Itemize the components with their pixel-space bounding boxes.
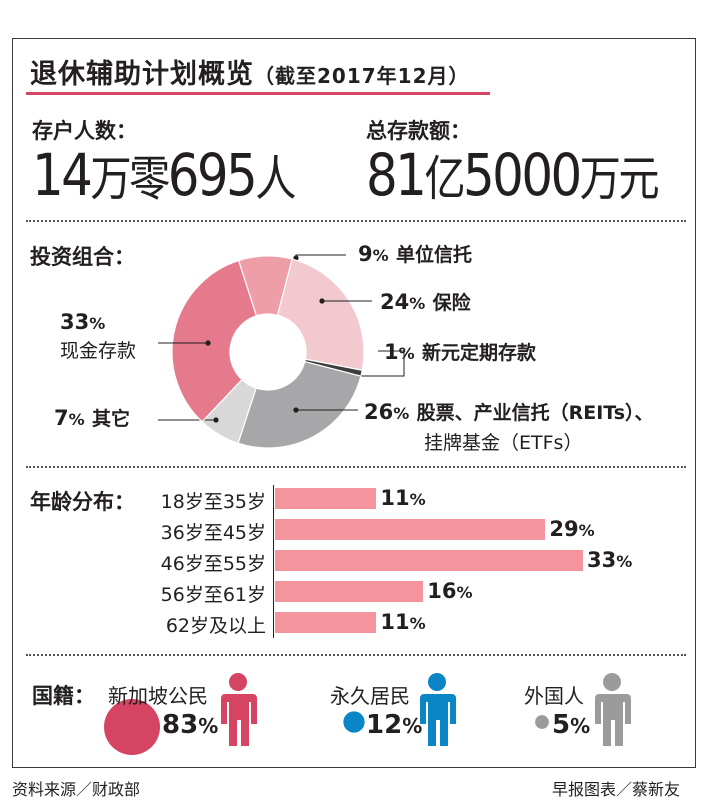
leader-dot-cash [205, 340, 211, 346]
depositors-value: 14万零695人 [32, 141, 297, 209]
title-date: （截至2017年12月） [254, 64, 470, 88]
infographic-frame [12, 38, 696, 768]
nationality-label: 国籍： [32, 684, 95, 708]
label-fixed-deposit: 1% 新元定期存款 [384, 340, 536, 364]
leader-dot-others [213, 417, 219, 423]
credit-note: 早报图表／蔡新友 [552, 780, 681, 799]
divider [26, 220, 686, 222]
nat-label-citizen: 新加坡公民 [108, 684, 208, 708]
label-stocks: 26% 股票、产业信托（REITs）、 [364, 400, 654, 424]
leader-dot-insurance [319, 298, 325, 304]
age-bar-value: 11% [380, 610, 426, 634]
label-insurance: 24% 保险 [380, 290, 471, 314]
nat-value-foreigner: 5% [552, 710, 591, 740]
leader-line-fixed-deposit [354, 350, 405, 377]
nat-label-pr: 永久居民 [330, 684, 410, 708]
age-category-label: 36岁至45岁 [160, 522, 266, 544]
label-unit-trust: 9% 单位信托 [358, 242, 472, 266]
person-icon-pr [420, 673, 456, 746]
label-stocks-line2: 挂牌基金（ETFs） [424, 432, 583, 454]
age-bar-value: 29% [549, 517, 595, 541]
label-cash-pct: 33% [60, 310, 106, 334]
page-title: 退休辅助计划概览（截至2017年12月） [30, 59, 470, 90]
person-icon-foreigner [595, 673, 631, 746]
label-others: 7% 其它 [54, 406, 130, 430]
bubble-citizen [104, 699, 160, 755]
total-deposit-label: 总存款额： [366, 119, 471, 143]
age-category-label: 18岁至35岁 [160, 491, 266, 513]
age-label: 年龄分布： [30, 490, 135, 514]
label-cash: 现金存款 [60, 340, 137, 362]
age-category-label: 56岁至61岁 [160, 584, 266, 606]
nat-value-pr: 12% [366, 710, 423, 740]
age-bar [274, 549, 584, 572]
age-bar [274, 611, 378, 634]
leader-dot-stocks [293, 407, 299, 413]
divider [26, 466, 686, 468]
age-bar-value: 16% [427, 579, 473, 603]
depositors-label: 存户人数： [32, 119, 137, 143]
pie-slice-stocks [237, 360, 362, 449]
bubble-pr [343, 711, 365, 733]
nat-label-foreigner: 外国人 [524, 684, 584, 708]
age-bar-value: 11% [380, 486, 426, 510]
portfolio-label: 投资组合： [30, 245, 135, 269]
title-underline [26, 92, 490, 95]
age-category-label: 62岁及以上 [165, 615, 266, 637]
person-icon-citizen [221, 673, 257, 746]
total-deposit-value: 81亿5000万元 [366, 141, 660, 209]
age-axis-line [273, 485, 274, 638]
source-note: 资料来源／财政部 [12, 780, 141, 799]
pie-slice-insurance [276, 258, 365, 371]
age-bar-value: 33% [587, 548, 633, 572]
age-bar [274, 580, 425, 603]
age-bar [274, 518, 547, 541]
pie-slice-cash [171, 259, 258, 423]
age-bar [274, 487, 378, 510]
bubble-foreigner [535, 715, 549, 729]
divider [26, 654, 686, 656]
nat-value-citizen: 83% [162, 710, 219, 740]
age-category-label: 46岁至55岁 [160, 553, 266, 575]
